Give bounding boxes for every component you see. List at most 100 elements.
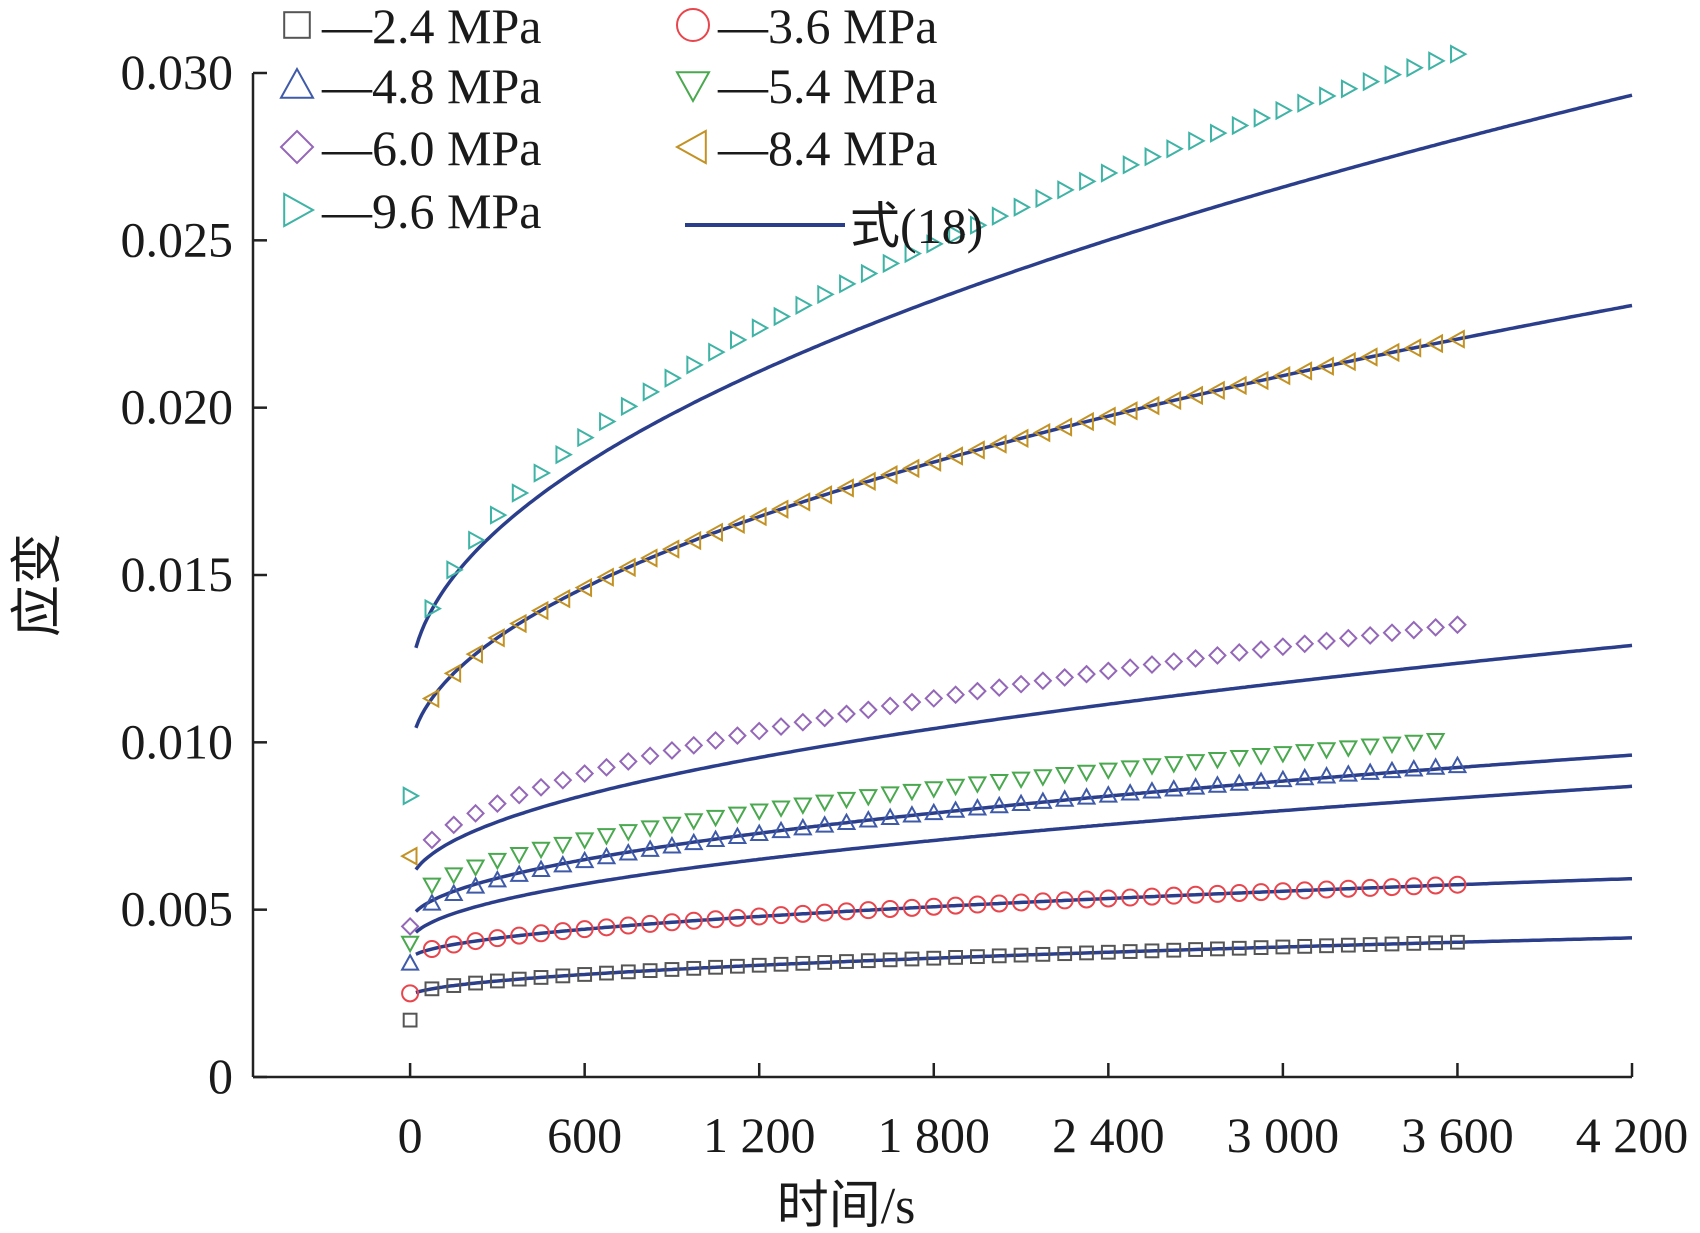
data-point <box>1450 44 1468 64</box>
data-point <box>1404 877 1423 896</box>
data-point <box>553 922 572 941</box>
data-point <box>283 11 311 39</box>
data-point <box>945 446 963 466</box>
fit-curve <box>414 784 1633 934</box>
data-point <box>1077 664 1096 684</box>
data-point <box>283 192 316 228</box>
fit-curve <box>414 643 1633 871</box>
data-point <box>795 295 813 316</box>
data-point <box>970 949 985 965</box>
data-point <box>882 952 898 968</box>
data-point <box>1381 342 1400 363</box>
data-point <box>727 514 745 535</box>
data-point <box>859 901 878 920</box>
data-point <box>1295 881 1314 900</box>
data-point <box>749 506 767 527</box>
data-point <box>597 918 616 937</box>
data-point <box>533 463 552 483</box>
data-point <box>1404 759 1424 777</box>
data-point <box>574 850 595 869</box>
data-point <box>574 832 595 850</box>
data-point <box>793 904 812 923</box>
data-point <box>1450 934 1465 950</box>
y-axis-label: 应变 <box>10 533 67 637</box>
data-point <box>596 828 617 846</box>
y-tick-label: 0.010 <box>121 713 234 769</box>
data-point <box>836 791 857 810</box>
data-point <box>1229 643 1249 662</box>
data-point <box>487 869 508 888</box>
data-point <box>815 903 834 922</box>
data-point <box>1448 615 1467 635</box>
data-point <box>1273 882 1292 901</box>
data-point <box>619 916 638 935</box>
data-point <box>1360 762 1380 780</box>
data-point <box>858 789 879 807</box>
data-point <box>532 924 551 943</box>
data-point <box>1033 791 1053 809</box>
data-point <box>1295 634 1315 654</box>
data-point <box>1035 946 1051 962</box>
data-point <box>1100 163 1119 183</box>
data-point <box>1253 940 1269 956</box>
series-9.6-mpa <box>402 44 1468 806</box>
data-point <box>880 786 900 804</box>
data-point <box>686 355 704 375</box>
data-point <box>575 764 595 783</box>
y-tick-label: 0.005 <box>121 881 234 937</box>
data-point <box>618 842 638 861</box>
data-point <box>1231 115 1250 136</box>
data-point <box>773 956 789 972</box>
data-point <box>1076 787 1097 805</box>
data-point <box>1251 640 1271 659</box>
data-point <box>1382 760 1402 779</box>
data-point <box>881 899 900 918</box>
data-point <box>599 965 614 981</box>
data-point <box>421 688 440 709</box>
data-point <box>771 717 791 736</box>
data-point <box>749 803 769 821</box>
data-point <box>1382 623 1402 643</box>
data-point <box>1294 361 1313 381</box>
data-point <box>1272 366 1291 386</box>
data-point <box>1164 756 1184 774</box>
x-tick-label: 600 <box>547 1107 622 1163</box>
data-point <box>1098 785 1119 803</box>
data-point <box>511 483 530 503</box>
data-point <box>705 829 726 847</box>
data-point <box>705 522 723 542</box>
data-point <box>642 382 661 402</box>
data-point <box>946 685 966 705</box>
y-tick-label: 0.030 <box>121 44 234 100</box>
fit-curve <box>414 93 1633 649</box>
data-point <box>814 794 835 813</box>
data-point <box>1231 940 1247 956</box>
data-point <box>1208 884 1227 903</box>
data-point <box>489 505 508 525</box>
data-point <box>1054 767 1075 785</box>
data-point <box>990 894 1009 913</box>
data-point <box>446 560 464 580</box>
legend-item: —3.6 MPa <box>676 0 937 54</box>
y-tick-label: 0 <box>208 1048 233 1104</box>
legend-item: —6.0 MPa <box>279 120 541 176</box>
data-point <box>1010 428 1029 449</box>
data-point <box>530 600 549 621</box>
data-point <box>793 797 813 815</box>
data-point <box>683 530 702 551</box>
data-point <box>989 795 1009 814</box>
tick-labels: 0 600 1 200 1 800 2 400 3 000 3 600 4 200 0 0.005… <box>121 44 1689 1163</box>
legend-item: —5.4 MPa <box>675 58 937 114</box>
data-point <box>1252 883 1271 902</box>
data-point <box>1384 936 1400 952</box>
data-point <box>727 806 748 825</box>
data-point <box>1035 188 1053 209</box>
data-point <box>1295 744 1315 762</box>
data-point <box>792 492 811 512</box>
data-point <box>402 1012 418 1028</box>
data-point <box>902 805 922 823</box>
legend-item: —9.6 MPa <box>283 183 541 239</box>
data-point <box>1057 946 1073 962</box>
data-point <box>620 396 639 417</box>
